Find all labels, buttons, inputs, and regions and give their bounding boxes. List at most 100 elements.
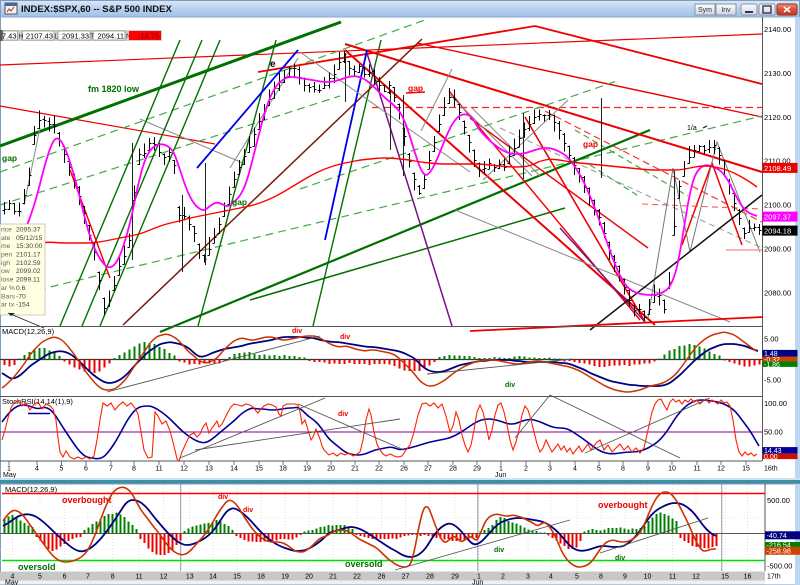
svg-text:26: 26 [400,466,408,473]
svg-text:29: 29 [473,466,481,473]
svg-text:3: 3 [548,466,552,473]
svg-text:18: 18 [279,466,287,473]
svg-text:15: 15 [721,574,729,581]
svg-text:13: 13 [205,466,213,473]
svg-text:2094.11: 2094.11 [97,32,124,41]
svg-text:2110.00: 2110.00 [764,157,791,166]
svg-text:16: 16 [744,574,752,581]
svg-text:26: 26 [378,574,386,581]
svg-text:27: 27 [424,466,432,473]
svg-text:28: 28 [449,466,457,473]
svg-text:19: 19 [281,574,289,581]
svg-text:15: 15 [742,466,750,473]
svg-text:overbought: overbought [598,500,648,510]
svg-text:12: 12 [180,466,188,473]
svg-text:4: 4 [35,466,39,473]
svg-text:14: 14 [209,574,217,581]
svg-text:Jun: Jun [472,580,483,585]
svg-text:11: 11 [669,574,676,581]
svg-text:igh: igh [1,260,10,267]
svg-text:div: div [243,507,253,514]
svg-text:gap: gap [232,197,247,207]
svg-text:4: 4 [573,466,577,473]
svg-text:div: div [340,334,350,341]
svg-text:oversold: oversold [18,562,56,572]
svg-text:4: 4 [10,574,14,581]
svg-text:29: 29 [451,574,459,581]
svg-text:5.00: 5.00 [764,335,779,344]
svg-text:2: 2 [501,574,505,581]
svg-text:5: 5 [597,466,601,473]
svg-text:Jun: Jun [495,472,506,479]
svg-text:15:30:00: 15:30:00 [16,243,43,250]
svg-text:MACD(12,26,9): MACD(12,26,9) [2,327,55,336]
svg-text:1.48: 1.48 [764,351,778,358]
svg-text:div: div [218,494,228,501]
svg-text:Sym: Sym [698,7,712,14]
svg-text:8: 8 [132,466,136,473]
svg-text:INDEX:$SPX,60 -- S&P 500 INDEX: INDEX:$SPX,60 -- S&P 500 INDEX [21,4,172,15]
svg-text:3: 3 [526,574,530,581]
svg-text:1: 1 [477,574,481,581]
svg-text:T: T [90,34,95,41]
svg-text:1: 1 [499,466,503,473]
svg-text:21: 21 [329,574,337,581]
svg-text:gap: gap [583,139,598,149]
svg-text:2102.59: 2102.59 [16,260,41,267]
svg-text:-258.98: -258.98 [767,547,791,556]
svg-text:12: 12 [160,574,168,581]
svg-text:div: div [505,382,515,389]
svg-text:4: 4 [549,574,553,581]
svg-text:19: 19 [303,466,311,473]
svg-text:ow: ow [1,268,10,275]
svg-text:me: me [1,243,11,250]
svg-text:May: May [3,472,17,479]
svg-text:12: 12 [717,466,725,473]
svg-text:-500.00: -500.00 [767,562,792,571]
svg-text:6: 6 [84,466,88,473]
svg-text:11: 11 [693,466,700,473]
svg-text:May: May [5,580,19,585]
svg-text:Inv: Inv [721,7,731,14]
svg-text:N: N [126,34,131,41]
svg-text:2099.02: 2099.02 [16,268,41,275]
svg-text:2: 2 [524,466,528,473]
svg-text:div: div [615,555,625,562]
svg-text:div: div [494,547,504,554]
svg-text:9: 9 [623,574,627,581]
svg-text:-0.32: -0.32 [764,357,780,364]
svg-text:2097.37: 2097.37 [764,213,791,222]
svg-text:1: 1 [7,466,11,473]
svg-text:2107.43: 2107.43 [26,32,53,41]
svg-text:oversold: oversold [345,559,383,569]
svg-text:5: 5 [38,574,42,581]
svg-text:fm 1820 low: fm 1820 low [88,84,140,94]
svg-text:20: 20 [327,466,335,473]
svg-text:0.6: 0.6 [16,285,26,292]
svg-text:2120.00: 2120.00 [764,113,791,122]
svg-text:22: 22 [353,574,361,581]
svg-text:8: 8 [621,466,625,473]
svg-text:2101.17: 2101.17 [16,252,41,259]
svg-text:5: 5 [575,574,579,581]
svg-text:0.00: 0.00 [764,454,778,461]
svg-text:15: 15 [233,574,241,581]
svg-text:2090.00: 2090.00 [764,244,791,253]
svg-text:12: 12 [692,574,700,581]
svg-text:-1.86: -1.86 [764,362,780,369]
svg-text:13: 13 [186,574,194,581]
svg-text:2140.00: 2140.00 [764,25,791,34]
svg-text:2108.49: 2108.49 [764,164,791,173]
svg-text:2095.37: 2095.37 [16,227,41,234]
svg-text:2080.00: 2080.00 [764,288,791,297]
svg-text:e: e [270,59,276,70]
svg-text:-40.74: -40.74 [767,531,787,540]
svg-text:-216.54: -216.54 [767,541,791,550]
svg-text:6: 6 [63,574,67,581]
svg-text:27: 27 [402,574,410,581]
svg-text:8: 8 [599,574,603,581]
svg-text:lose: lose [1,277,14,284]
svg-text:2091.33: 2091.33 [62,32,89,41]
svg-text:div: div [338,411,348,418]
svg-text:H: H [19,34,24,41]
